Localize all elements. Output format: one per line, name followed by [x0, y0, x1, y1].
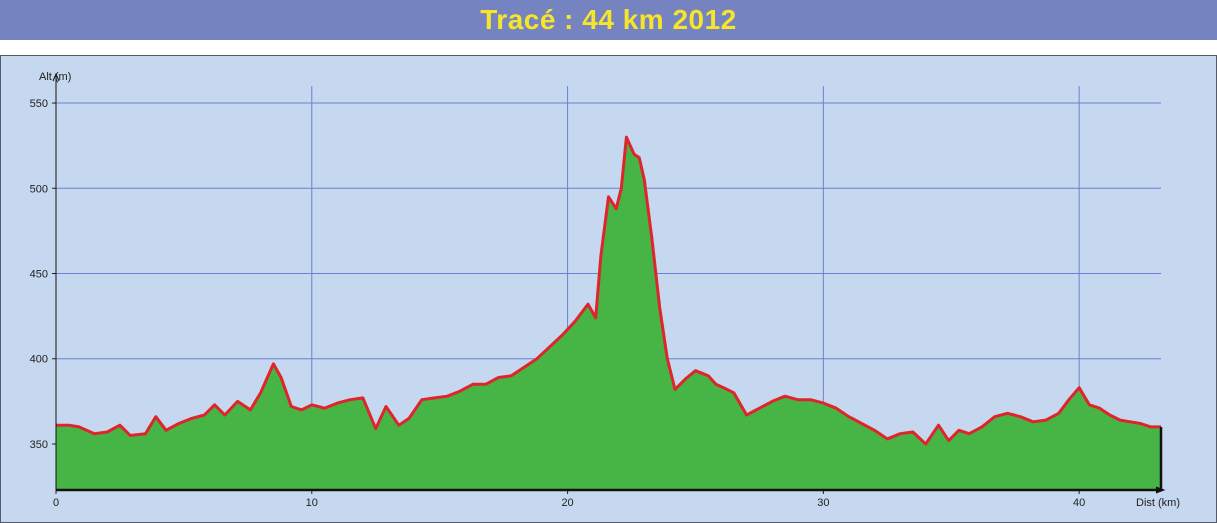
elevation-area-fill: [56, 137, 1161, 490]
chart-title: Tracé : 44 km 2012: [480, 4, 737, 35]
elevation-profile-line: [56, 135, 1161, 446]
y-tick-label: 450: [30, 269, 48, 281]
x-axis-label: Dist (km): [1136, 497, 1180, 509]
chart-title-banner: Tracé : 44 km 2012: [0, 0, 1217, 40]
axes: 350 400 450 500 550 0 10 20 30 40: [30, 72, 1166, 509]
y-axis-arrow-icon: [52, 72, 60, 82]
y-axis-label: Alt (m): [39, 71, 71, 83]
elevation-profile-chart: 350 400 450 500 550 0 10 20 30 40 Alt (m) Dist (k…: [30, 71, 1180, 509]
chart-frame: 350 400 450 500 550 0 10 20 30 40 Alt (m) Dist (k…: [0, 55, 1217, 523]
y-tick-label: 550: [30, 98, 48, 110]
x-tick-label: 10: [306, 497, 318, 509]
x-tick-label: 40: [1073, 497, 1085, 509]
y-tick-label: 400: [30, 354, 48, 366]
y-tick-label: 350: [30, 439, 48, 451]
x-tick-label: 0: [53, 497, 59, 509]
x-tick-label: 30: [817, 497, 829, 509]
x-tick-label: 20: [561, 497, 573, 509]
y-tick-label: 500: [30, 183, 48, 195]
x-axis-arrow-icon: [1155, 486, 1166, 494]
